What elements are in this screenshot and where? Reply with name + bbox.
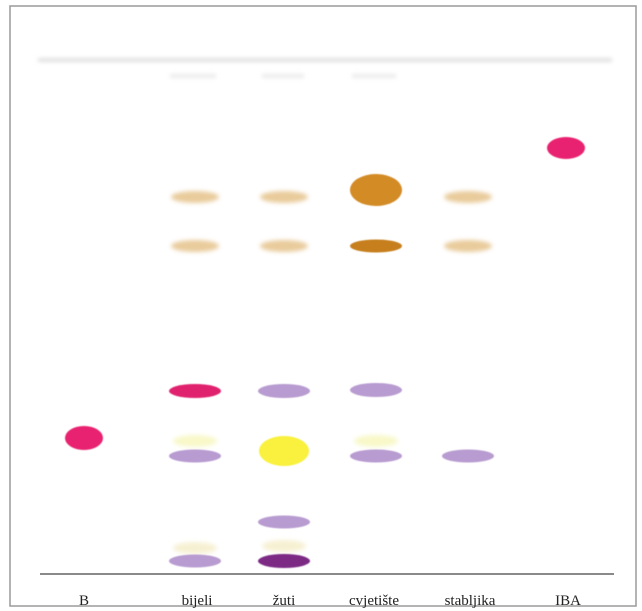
plate-border [9,5,637,607]
spot-bijeli [169,384,221,398]
spot-stabljika [444,240,492,252]
lane-label-cvjetiste: cvjetište [349,593,399,609]
spot-cvjetiste [350,174,402,206]
spot-cvjetiste [350,449,402,463]
lane-label-B: B [79,593,89,609]
lane-label-zuti: žuti [273,593,296,609]
spot-zuti [260,240,308,252]
spot-IBA [547,137,585,159]
spots-layer [65,137,585,568]
spot-bijeli [173,435,217,447]
spot-cvjetiste [350,383,402,397]
spot-cvjetiste [350,239,402,253]
spot-B [65,426,103,450]
spot-zuti [258,515,310,529]
lane-label-stabljika: stabljika [445,593,496,609]
spot-zuti [258,384,310,398]
spot-bijeli [169,554,221,568]
spot-zuti [258,554,310,568]
solvent-front [38,58,612,78]
spot-cvjetiste [354,435,398,447]
spot-bijeli [171,191,219,203]
spot-zuti [262,540,306,552]
spot-bijeli [173,542,217,554]
spot-stabljika [442,449,494,463]
spot-bijeli [169,449,221,463]
lane-label-bijeli: bijeli [182,593,213,609]
spot-zuti [259,436,309,466]
spot-stabljika [444,191,492,203]
spot-zuti [260,191,308,203]
lane-label-IBA: IBA [555,593,581,609]
spot-bijeli [171,240,219,252]
